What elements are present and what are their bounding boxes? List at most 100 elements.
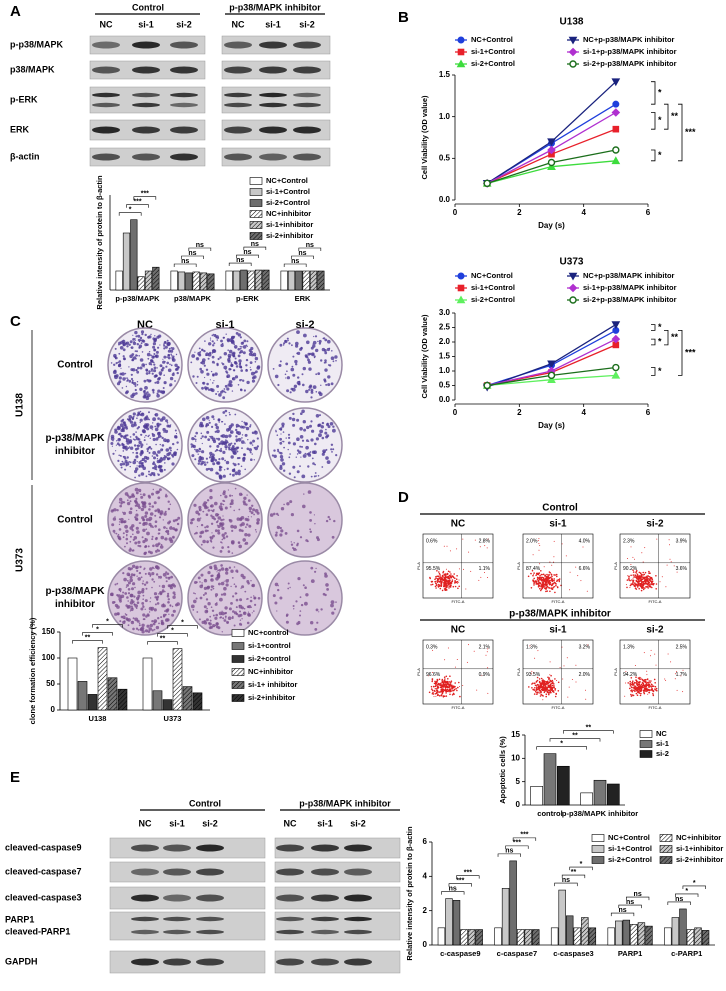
colony [250,580,252,582]
colony [122,591,125,594]
lane-label: NC [232,19,245,29]
bar [581,917,589,946]
colony [153,366,157,370]
event [547,576,550,578]
event [547,681,549,683]
significance-bracket [126,204,149,208]
colony [157,473,159,475]
event [455,687,457,690]
colony [254,356,259,361]
colony [135,566,138,570]
colony [289,586,291,589]
marker [547,360,556,369]
marker [569,60,577,68]
colony [122,355,125,358]
colony [146,352,151,357]
colony [201,582,203,584]
event [627,575,629,577]
colony [135,467,139,471]
event [551,682,554,684]
event [629,680,631,683]
colony [166,342,171,347]
colony [162,604,166,608]
colony [147,335,150,339]
colony [288,472,292,475]
colony [142,604,144,607]
colony [124,434,128,437]
colony [203,364,206,367]
colony [226,371,229,374]
colony [175,518,178,522]
colony [295,456,297,458]
event [451,687,454,690]
event [452,585,455,588]
colony [235,428,238,432]
colony [143,439,146,442]
colony [236,517,240,521]
event [532,688,534,691]
blot-band [344,916,372,922]
colony [209,451,213,456]
colony [118,432,122,436]
event [450,573,452,575]
bar [170,270,178,291]
colony [132,338,136,341]
colony [194,581,197,584]
colony [144,572,147,575]
colony [235,365,239,368]
colony [163,512,167,516]
colony [194,532,196,535]
colony [280,433,282,435]
event [443,545,445,547]
colony [151,492,154,496]
event [582,546,584,548]
event [664,678,666,680]
colony [201,360,203,362]
colony [157,617,160,620]
colony [321,436,325,440]
colony [165,580,168,583]
colony [124,468,127,471]
colony [238,363,242,366]
colony [237,469,241,473]
colony [130,607,134,612]
colony [125,529,129,533]
colony [122,344,125,347]
significance-bracket [651,112,656,130]
colony [243,453,247,457]
colony [148,451,151,454]
event [640,585,642,588]
significance-bracket [167,625,198,629]
colony [226,387,230,391]
event [468,551,470,553]
colony [137,577,141,581]
colony [214,372,218,376]
colony [223,580,225,582]
event [445,575,447,577]
colony [235,598,239,602]
colony [231,552,234,554]
colony [198,508,202,512]
colony [159,443,161,446]
colony [195,440,197,442]
colony [167,592,170,596]
colony [222,450,226,454]
colony [111,523,115,527]
colony [207,602,211,606]
colony [134,350,137,352]
colony [271,454,274,457]
colony [325,519,329,523]
colony [327,515,330,519]
marker [568,272,578,281]
event [547,684,550,686]
colony [211,515,215,520]
colony [213,418,215,420]
colony [225,567,228,571]
colony [139,418,143,422]
colony [220,339,223,343]
event [548,587,551,589]
event [587,644,589,646]
bar [280,270,288,291]
event [634,688,637,691]
event [628,575,630,578]
